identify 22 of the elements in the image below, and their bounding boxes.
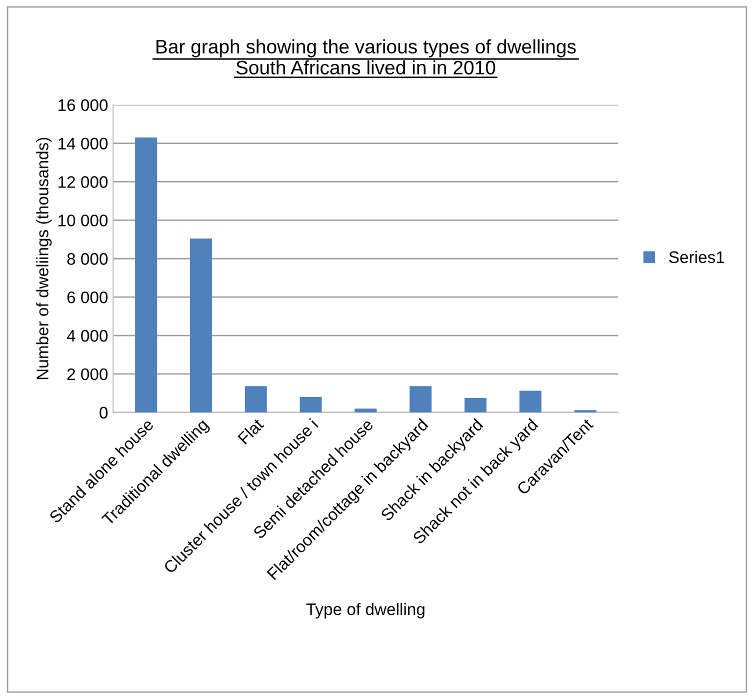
y-axis-title: Number of dweliings (thousands) (36, 138, 52, 380)
x-tick-label: Flat (237, 417, 264, 445)
bar (410, 386, 432, 412)
bar (190, 238, 212, 412)
bar (135, 138, 158, 412)
chart-title: Bar graph showing the various types of dwellings South Africans lived in in 2010 (156, 39, 576, 74)
bar (519, 390, 542, 412)
y-tick-label: 10 000 (58, 214, 108, 226)
bar (464, 398, 486, 412)
bar (300, 397, 322, 412)
bar (354, 408, 377, 412)
y-tick-label: 6 000 (67, 291, 108, 304)
y-tick-label: 14 000 (58, 138, 108, 150)
y-tick-label: 8 000 (67, 253, 108, 265)
legend-label: Series1 (669, 250, 724, 264)
y-tick-label: 2 000 (67, 368, 108, 380)
y-tick-label: 0 (100, 406, 108, 419)
x-axis-title: Type of dwelling (306, 602, 424, 618)
y-tick-label: 12 000 (58, 176, 108, 188)
bar (244, 386, 267, 412)
y-tick-label: 4 000 (66, 330, 108, 342)
y-tick-label: 16 000 (58, 99, 108, 112)
